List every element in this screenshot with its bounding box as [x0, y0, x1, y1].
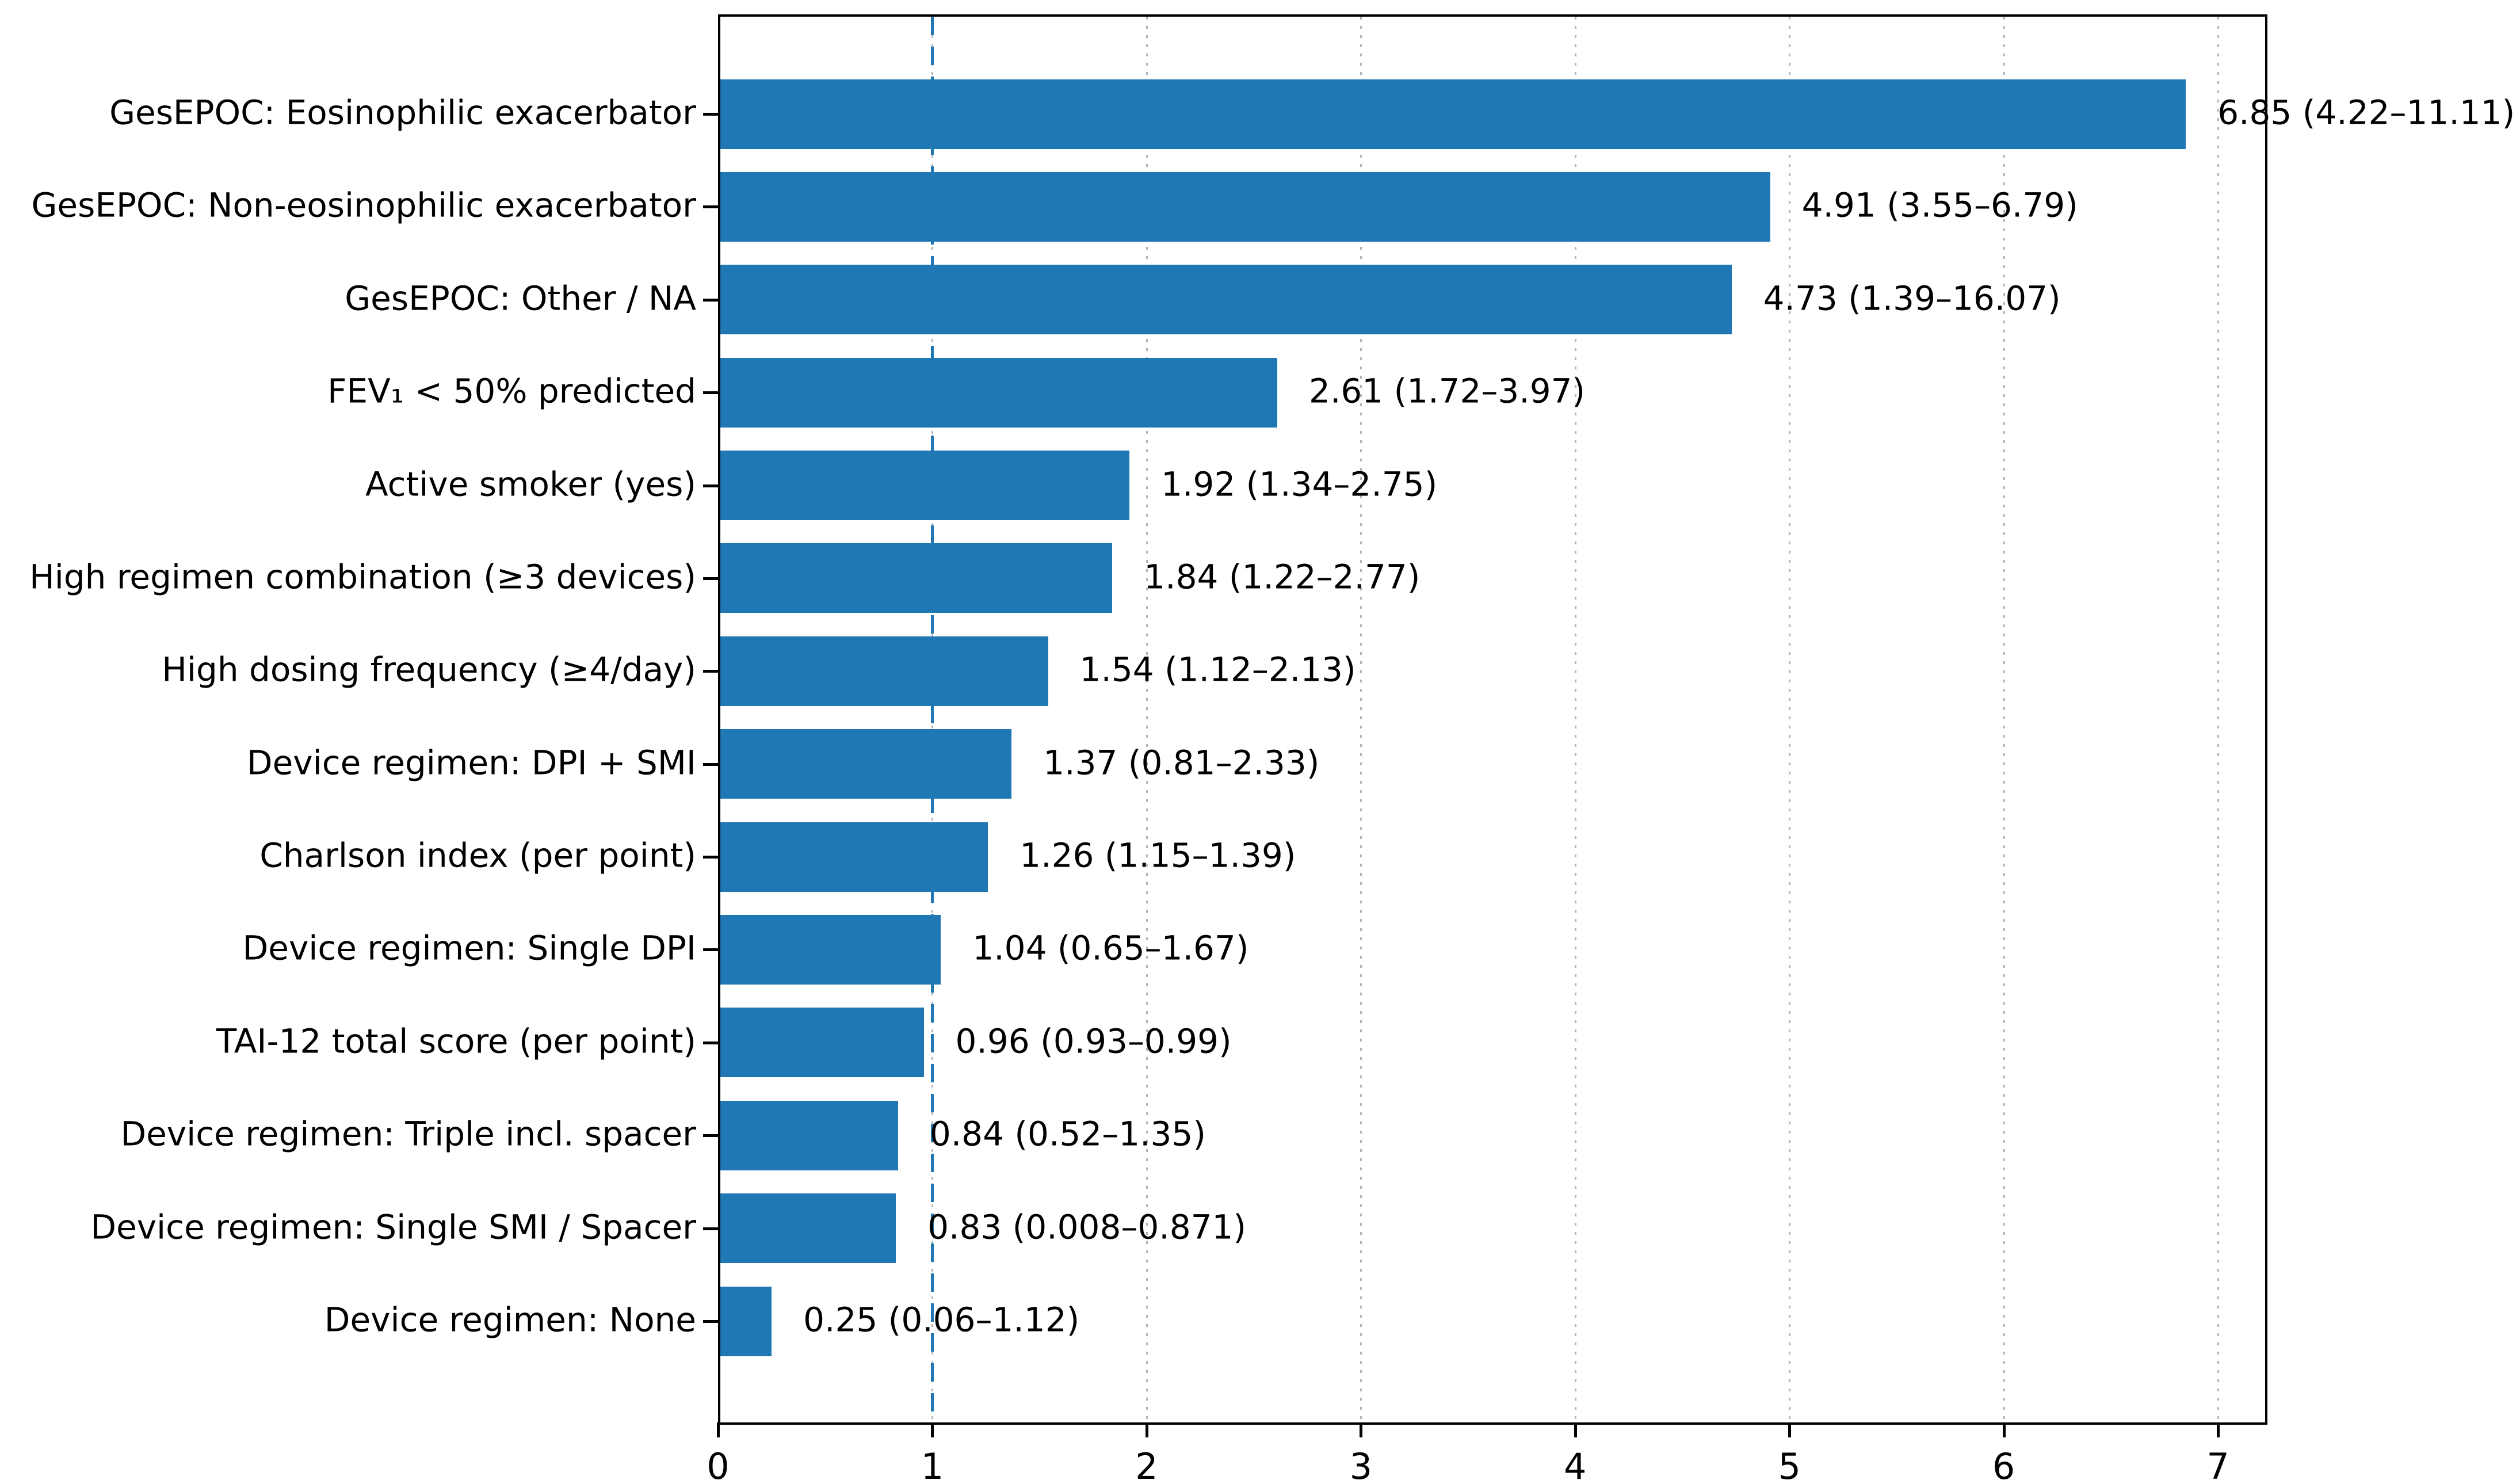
- value-label: 2.61 (1.72–3.97): [1309, 371, 1586, 411]
- x-axis-tick-label: 5: [1778, 1445, 1801, 1484]
- x-axis-tick-label: 4: [1564, 1445, 1587, 1484]
- category-label: Device regimen: None: [324, 1300, 696, 1340]
- category-label: Device regimen: Single DPI: [242, 928, 696, 968]
- x-axis-tick-label: 3: [1349, 1445, 1373, 1484]
- x-axis-tick: [2002, 1422, 2006, 1437]
- y-axis-tick: [703, 1227, 718, 1230]
- bar-row-4: [720, 357, 1278, 428]
- y-axis-tick: [703, 856, 718, 859]
- value-label: 4.91 (3.55–6.79): [1801, 185, 2078, 225]
- category-label: Device regimen: Single SMI / Spacer: [90, 1207, 696, 1246]
- category-label: Device regimen: DPI + SMI: [246, 742, 696, 782]
- value-label: 4.73 (1.39–16.07): [1763, 279, 2061, 318]
- value-label: 1.92 (1.34–2.75): [1161, 464, 1438, 503]
- bar-row-8: [720, 729, 1012, 799]
- gridline-x-4: [1574, 17, 1576, 1420]
- category-label: GesEPOC: Non-eosinophilic exacerbator: [31, 185, 696, 225]
- bar-row-7: [720, 636, 1048, 706]
- bar-row-9: [720, 822, 988, 892]
- x-axis-tick: [717, 1422, 720, 1437]
- x-axis-tick: [931, 1422, 934, 1437]
- bar-row-11: [720, 1008, 924, 1078]
- x-axis-tick-label: 2: [1135, 1445, 1158, 1484]
- bar-row-13: [720, 1193, 896, 1264]
- gridline-x-7: [2217, 17, 2220, 1420]
- value-label: 1.26 (1.15–1.39): [1020, 836, 1296, 875]
- x-axis-tick: [2217, 1422, 2220, 1437]
- y-axis-tick: [703, 1134, 718, 1138]
- y-axis-tick: [703, 577, 718, 580]
- bar-row-6: [720, 543, 1113, 613]
- value-label: 1.84 (1.22–2.77): [1144, 557, 1421, 597]
- bar-row-12: [720, 1100, 898, 1170]
- bar-row-2: [720, 171, 1770, 242]
- y-axis-tick: [703, 298, 718, 302]
- value-label: 0.96 (0.93–0.99): [955, 1021, 1232, 1061]
- x-axis-tick: [1145, 1422, 1148, 1437]
- x-axis-tick: [1788, 1422, 1792, 1437]
- y-axis-tick: [703, 762, 718, 766]
- category-label: TAI-12 total score (per point): [216, 1021, 696, 1061]
- category-label: Device regimen: Triple incl. spacer: [120, 1114, 696, 1154]
- gridline-x-3: [1360, 17, 1362, 1420]
- bar-row-5: [720, 451, 1130, 521]
- bar-row-1: [720, 79, 2186, 149]
- y-axis-tick: [703, 670, 718, 673]
- x-axis-tick-label: 7: [2206, 1445, 2229, 1484]
- value-label: 1.37 (0.81–2.33): [1043, 742, 1320, 782]
- reference-line-x1: [931, 17, 934, 1420]
- y-axis-tick: [703, 1320, 718, 1323]
- gridline-x-6: [2003, 17, 2005, 1420]
- gridline-x-2: [1146, 17, 1148, 1420]
- value-label: 6.85 (4.22–11.11): [2217, 93, 2515, 132]
- y-axis-tick: [703, 1041, 718, 1044]
- y-axis-tick: [703, 205, 718, 209]
- x-axis-tick: [1360, 1422, 1363, 1437]
- x-axis-tick-label: 1: [921, 1445, 944, 1484]
- y-axis-tick: [703, 391, 718, 395]
- y-axis-tick: [703, 484, 718, 487]
- y-axis-tick: [703, 948, 718, 952]
- y-axis-tick: [703, 113, 718, 116]
- value-label: 0.25 (0.06–1.12): [803, 1300, 1080, 1340]
- value-label: 0.84 (0.52–1.35): [929, 1114, 1206, 1154]
- category-label: GesEPOC: Eosinophilic exacerbator: [109, 93, 696, 132]
- x-axis-tick-label: 6: [1992, 1445, 2015, 1484]
- category-label: GesEPOC: Other / NA: [345, 279, 696, 318]
- x-axis-tick: [1574, 1422, 1577, 1437]
- bar-row-10: [720, 914, 941, 985]
- category-label: High regimen combination (≥3 devices): [29, 557, 696, 597]
- value-label: 0.83 (0.008–0.871): [927, 1207, 1247, 1246]
- value-label: 1.04 (0.65–1.67): [972, 928, 1249, 968]
- bar-row-3: [720, 265, 1732, 335]
- category-label: FEV₁ < 50% predicted: [327, 371, 696, 411]
- category-label: Charlson index (per point): [259, 836, 696, 875]
- value-label: 1.54 (1.12–2.13): [1079, 650, 1356, 689]
- bar-row-14: [720, 1286, 772, 1356]
- gridline-x-5: [1789, 17, 1791, 1420]
- category-label: High dosing frequency (≥4/day): [162, 650, 696, 689]
- category-label: Active smoker (yes): [365, 464, 696, 503]
- x-axis-tick-label: 0: [707, 1445, 730, 1484]
